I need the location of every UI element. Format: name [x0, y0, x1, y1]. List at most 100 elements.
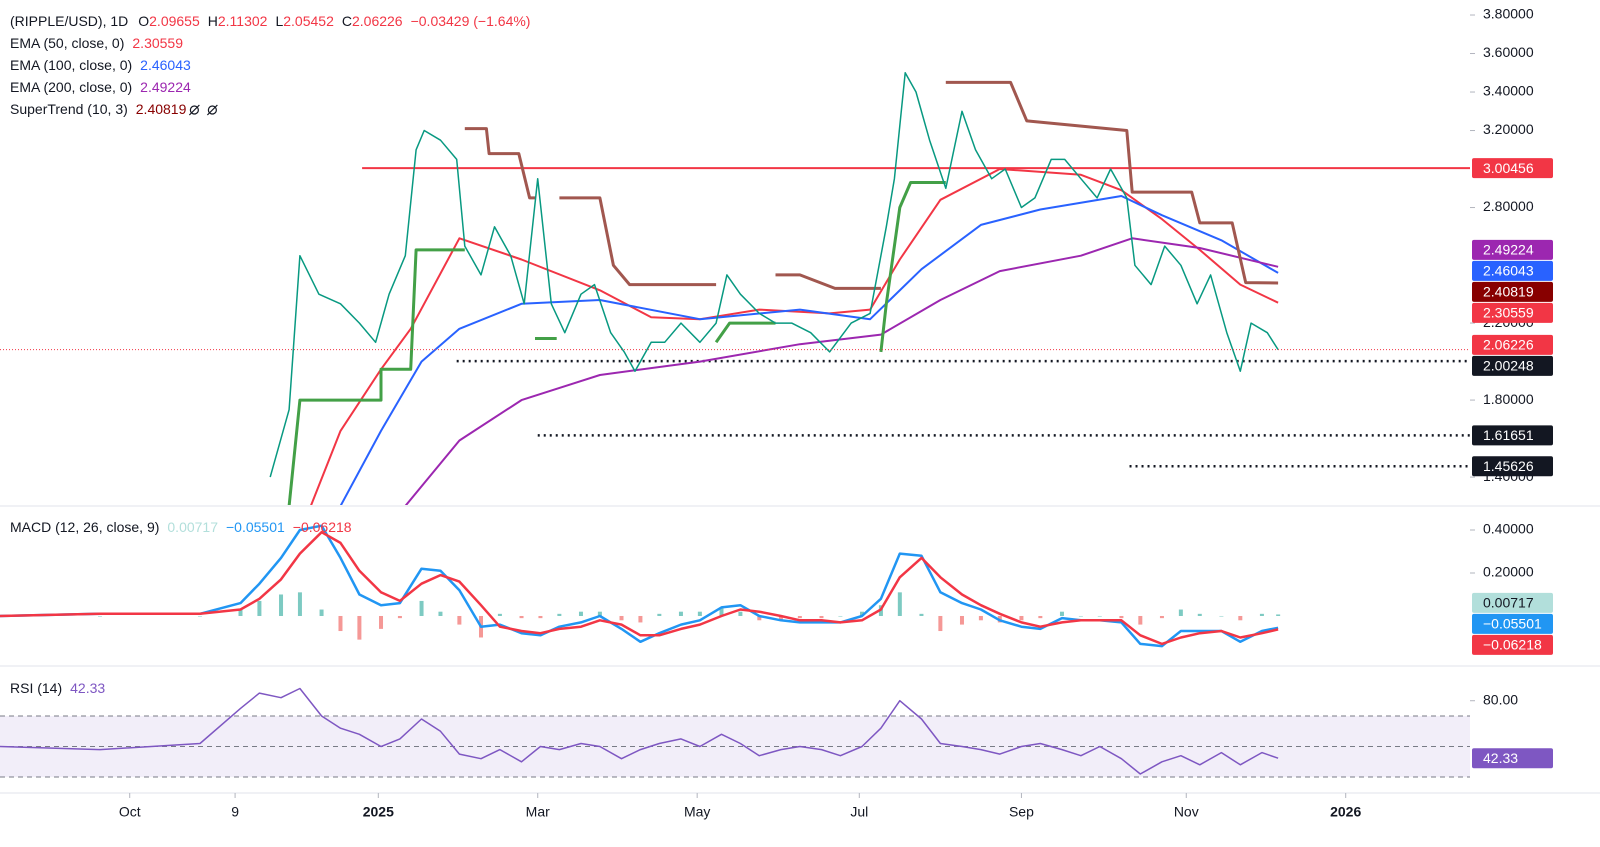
x-tick-label: Nov: [1174, 804, 1199, 820]
price-box: [1472, 613, 1553, 634]
histogram-bar: [1197, 613, 1202, 616]
rsi-line: [0, 687, 1279, 775]
supertrend-down: [464, 80, 1279, 290]
legend-value: 42.33: [70, 680, 105, 696]
legend-value: 0.00717: [167, 519, 218, 535]
legend-name: MACD (12, 26, close, 9): [10, 519, 159, 535]
histogram-bar: [819, 615, 824, 619]
price-box-label: 2.40819: [1483, 284, 1534, 300]
price-box: [1472, 355, 1553, 376]
histogram-bar: [838, 615, 843, 617]
histogram-bar: [578, 611, 583, 616]
y-tick-label: 3.40000: [1483, 83, 1534, 99]
histogram-bar: [697, 611, 702, 616]
histogram-bar: [1178, 609, 1183, 616]
legend-value: 2.30559: [132, 35, 183, 51]
symbol: (RIPPLE/USD), 1D: [10, 13, 128, 29]
x-tick-label: 2026: [1330, 804, 1361, 820]
ohlc-value: 2.09655: [149, 13, 200, 29]
histogram-bar: [757, 615, 762, 621]
price-box-label: 0.00717: [1483, 595, 1534, 611]
histogram-bar: [357, 615, 362, 640]
histogram-bar: [719, 607, 724, 616]
histogram-bar: [1038, 615, 1043, 619]
icon: [189, 105, 199, 115]
price-box: [1472, 456, 1553, 477]
legend-value: −0.06218: [293, 519, 352, 535]
histogram-bar: [197, 615, 202, 617]
histogram-bar: [1059, 611, 1064, 616]
legend: (RIPPLE/USD), 1D O2.09655 H2.11302 L2.05452…: [10, 13, 530, 29]
histogram-bar: [338, 615, 343, 632]
histogram-bar: [619, 615, 624, 621]
price-box-label: 1.61651: [1483, 427, 1534, 443]
histogram-bar: [97, 615, 102, 617]
histogram-bar: [519, 615, 524, 619]
price-box: [1472, 425, 1553, 446]
histogram-bar: [397, 615, 402, 619]
histogram-bar: [959, 615, 964, 625]
x-tick-label: Mar: [526, 804, 550, 820]
x-tick-label: Oct: [119, 804, 141, 820]
legend: MACD (12, 26, close, 9) 0.00717 −0.05501 −0…: [10, 519, 352, 535]
price-box: [1472, 634, 1553, 655]
y-tick-label: 3.60000: [1483, 44, 1534, 60]
price-box-label: −0.05501: [1483, 616, 1542, 632]
histogram-bar: [279, 594, 284, 616]
price-box: [1472, 281, 1553, 302]
x-tick-label: May: [684, 804, 710, 820]
histogram-bar: [638, 615, 643, 623]
ohlc-value: 2.06226: [352, 13, 403, 29]
histogram-bar: [1078, 615, 1083, 617]
supertrend-up: [287, 181, 946, 505]
x-tick-label: 2025: [363, 804, 394, 820]
icon: [207, 105, 217, 115]
histogram-bar: [978, 615, 983, 621]
histogram-bar: [297, 592, 302, 616]
price-box-label: 2.06226: [1483, 337, 1534, 353]
ohlc-value: 2.05452: [283, 13, 334, 29]
histogram-bar: [379, 615, 384, 629]
legend: RSI (14) 42.33: [10, 680, 105, 696]
ema-line: [339, 195, 1279, 505]
price-box-label: 42.33: [1483, 750, 1518, 766]
price-box: [1472, 592, 1553, 613]
histogram-bar: [1019, 615, 1024, 621]
signal-line: [0, 530, 1279, 646]
legend: SuperTrend (10, 3) 2.40819: [10, 101, 187, 117]
legend-name: SuperTrend (10, 3): [10, 101, 128, 117]
histogram-bar: [1159, 615, 1164, 619]
x-tick-label: Jul: [850, 804, 868, 820]
icon: [188, 104, 200, 116]
ohlc-label: O: [138, 13, 149, 29]
price-box-label: 2.30559: [1483, 305, 1534, 321]
legend-name: EMA (50, close, 0): [10, 35, 124, 51]
legend-value: 2.40819: [136, 101, 187, 117]
histogram-bar: [678, 611, 683, 616]
histogram-bar: [1097, 615, 1102, 617]
histogram-bar: [919, 613, 924, 616]
y-tick-label: 80.00: [1483, 691, 1518, 707]
ohlc-label: C: [342, 13, 352, 29]
y-tick-label: 0.20000: [1483, 564, 1534, 580]
price-box: [1472, 158, 1553, 179]
price-box: [1472, 239, 1553, 260]
histogram-bar: [1138, 615, 1143, 625]
legend: EMA (200, close, 0) 2.49224: [10, 79, 191, 95]
histogram-bar: [738, 611, 743, 616]
price-box-label: −0.06218: [1483, 637, 1542, 653]
histogram-bar: [1238, 615, 1243, 621]
histogram-bar: [597, 611, 602, 616]
y-tick-label: 0.40000: [1483, 521, 1534, 537]
y-tick-label: 1.80000: [1483, 391, 1534, 407]
ohlc-value: 2.11302: [218, 13, 268, 29]
icon: [206, 104, 218, 116]
legend-value: 2.46043: [140, 57, 191, 73]
price-box-label: 1.45626: [1483, 458, 1534, 474]
histogram-bar: [1119, 615, 1124, 619]
legend-name: RSI (14): [10, 680, 62, 696]
histogram-bar: [938, 615, 943, 632]
price-line: [269, 72, 1279, 478]
legend-value: −0.05501: [226, 519, 285, 535]
